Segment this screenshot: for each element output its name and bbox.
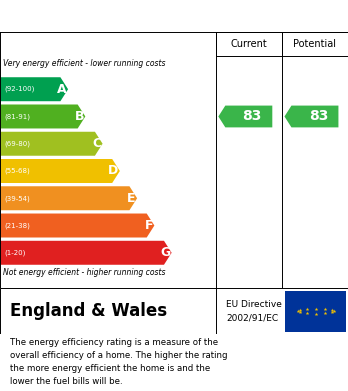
Polygon shape [0, 186, 137, 210]
Text: The energy efficiency rating is a measure of the
overall efficiency of a home. T: The energy efficiency rating is a measur… [10, 338, 228, 386]
Polygon shape [0, 241, 172, 265]
Polygon shape [0, 77, 68, 101]
Polygon shape [0, 104, 85, 129]
Polygon shape [0, 213, 155, 237]
Text: Not energy efficient - higher running costs: Not energy efficient - higher running co… [3, 268, 166, 277]
Text: Potential: Potential [293, 39, 337, 49]
Text: 2002/91/EC: 2002/91/EC [226, 313, 278, 322]
Text: A: A [57, 83, 67, 96]
Polygon shape [0, 159, 120, 183]
Polygon shape [285, 106, 338, 127]
Text: (1-20): (1-20) [4, 249, 25, 256]
Text: G: G [160, 246, 170, 259]
Text: C: C [92, 137, 101, 150]
Text: (81-91): (81-91) [4, 113, 30, 120]
Text: E: E [127, 192, 136, 205]
Text: D: D [108, 165, 118, 178]
Text: Very energy efficient - lower running costs: Very energy efficient - lower running co… [3, 59, 166, 68]
Text: (92-100): (92-100) [4, 86, 34, 93]
Text: (21-38): (21-38) [4, 222, 30, 229]
Polygon shape [0, 132, 103, 156]
FancyBboxPatch shape [285, 291, 346, 332]
Polygon shape [219, 106, 272, 127]
Text: (39-54): (39-54) [4, 195, 30, 201]
Text: B: B [74, 110, 84, 123]
Text: 83: 83 [243, 109, 262, 124]
Text: Current: Current [230, 39, 267, 49]
Text: Energy Efficiency Rating: Energy Efficiency Rating [10, 9, 220, 23]
Text: (55-68): (55-68) [4, 168, 30, 174]
Text: England & Wales: England & Wales [10, 302, 168, 320]
Text: 83: 83 [309, 109, 328, 124]
Text: EU Directive: EU Directive [226, 300, 282, 309]
Text: (69-80): (69-80) [4, 140, 30, 147]
Text: F: F [144, 219, 153, 232]
